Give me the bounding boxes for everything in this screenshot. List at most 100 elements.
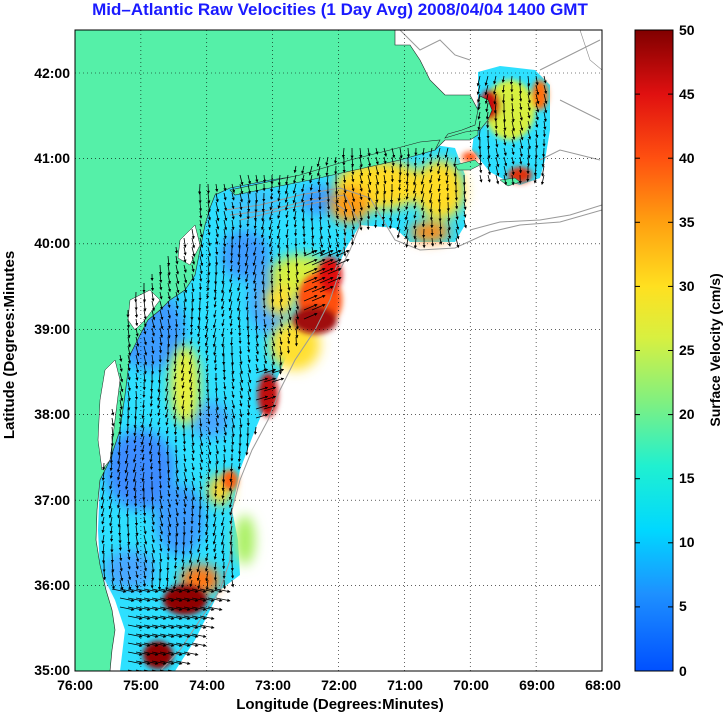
velocity-arrow: [252, 246, 257, 257]
velocity-arrow: [327, 268, 342, 275]
velocity-arrow: [231, 228, 235, 240]
velocity-arrow: [221, 345, 225, 357]
velocity-arrow: [237, 453, 241, 463]
velocity-arrow: [183, 633, 199, 638]
velocity-arrow: [109, 480, 113, 490]
velocity-arrow: [207, 597, 223, 602]
velocity-arrow: [343, 219, 347, 229]
velocity-arrow: [197, 381, 201, 393]
velocity-arrow: [413, 219, 417, 230]
velocity-arrow: [527, 75, 531, 87]
velocity-arrow: [263, 318, 267, 328]
velocity-arrow: [197, 327, 201, 338]
velocity-arrow: [527, 147, 531, 159]
velocity-arrow: [191, 453, 195, 462]
velocity-arrow: [477, 120, 481, 131]
velocity-arrow: [228, 480, 233, 492]
velocity-arrow: [293, 219, 297, 228]
velocity-arrow: [527, 129, 532, 140]
velocity-arrow: [511, 102, 515, 113]
velocity-arrow: [143, 372, 147, 383]
velocity-arrow: [159, 651, 175, 656]
velocity-arrow: [151, 543, 156, 554]
velocity-arrow: [343, 246, 347, 257]
velocity-arrow: [124, 462, 129, 474]
velocity-arrow: [247, 174, 252, 185]
velocity-arrow: [212, 525, 217, 537]
velocity-arrow: [245, 300, 249, 311]
velocity-arrow: [204, 327, 209, 339]
velocity-arrow: [261, 282, 266, 294]
velocity-arrow: [237, 309, 241, 321]
velocity-arrow: [180, 354, 185, 366]
velocity-arrow: [247, 381, 252, 393]
velocity-arrow: [213, 507, 217, 518]
velocity-arrow: [231, 381, 235, 390]
velocity-arrow: [199, 264, 203, 275]
velocity-arrow: [375, 156, 379, 166]
velocity-arrow: [165, 435, 169, 446]
velocity-arrow: [260, 228, 265, 239]
velocity-arrow: [359, 165, 364, 177]
velocity-arrow: [119, 597, 135, 602]
velocity-arrow: [543, 102, 548, 114]
velocity-arrow: [127, 399, 131, 411]
velocity-arrow: [157, 417, 161, 426]
velocity-arrow: [335, 192, 339, 204]
velocity-arrow: [511, 111, 515, 123]
velocity-arrow: [207, 255, 211, 267]
colorbar-tick-label: 35: [679, 214, 695, 230]
velocity-arrow: [173, 426, 178, 436]
velocity-arrow: [199, 210, 203, 219]
velocity-arrow: [421, 156, 425, 165]
velocity-arrow: [223, 390, 227, 401]
velocity-arrow: [494, 129, 498, 137]
velocity-arrow: [228, 291, 233, 303]
velocity-arrow: [383, 165, 387, 174]
velocity-arrow: [335, 237, 340, 248]
velocity-arrow: [183, 588, 199, 593]
velocity-arrow: [135, 606, 151, 611]
velocity-arrow: [319, 286, 334, 293]
velocity-arrow: [127, 363, 131, 372]
velocity-arrow: [207, 237, 211, 247]
velocity-arrow: [222, 372, 227, 381]
velocity-arrow: [503, 147, 507, 157]
velocity-arrow: [127, 597, 143, 602]
velocity-arrow: [399, 156, 403, 168]
velocity-arrow: [519, 111, 523, 121]
velocity-arrow: [263, 345, 268, 357]
velocity-arrow: [119, 399, 123, 410]
velocity-arrow: [535, 120, 539, 128]
velocity-arrow: [221, 273, 225, 285]
velocity-arrow: [182, 435, 186, 445]
velocity-arrow: [172, 390, 177, 401]
velocity-arrow: [542, 129, 546, 138]
velocity-arrow: [511, 129, 516, 141]
velocity-arrow: [151, 525, 155, 533]
velocity-arrow: [455, 228, 460, 240]
velocity-arrow: [327, 210, 331, 219]
velocity-arrow: [301, 210, 305, 222]
velocity-arrow: [181, 570, 185, 578]
velocity-arrow: [159, 525, 163, 535]
velocity-arrow: [181, 336, 185, 347]
velocity-arrow: [220, 525, 225, 537]
velocity-arrow: [175, 309, 179, 317]
velocity-arrow: [221, 309, 225, 318]
velocity-arrow: [437, 174, 441, 182]
velocity-arrow: [437, 183, 441, 193]
velocity-arrow: [214, 489, 218, 497]
velocity-arrow: [167, 300, 171, 309]
velocity-arrow: [164, 390, 169, 402]
velocity-arrow: [310, 219, 314, 231]
velocity-arrow: [436, 156, 441, 167]
velocity-arrow: [119, 579, 124, 591]
velocity-arrow: [135, 561, 139, 570]
velocity-arrow: [143, 651, 159, 656]
velocity-arrow: [429, 201, 433, 213]
velocity-arrow: [151, 327, 155, 337]
velocity-arrow: [166, 543, 171, 552]
velocity-arrow: [125, 480, 129, 490]
velocity-arrow: [295, 300, 299, 310]
